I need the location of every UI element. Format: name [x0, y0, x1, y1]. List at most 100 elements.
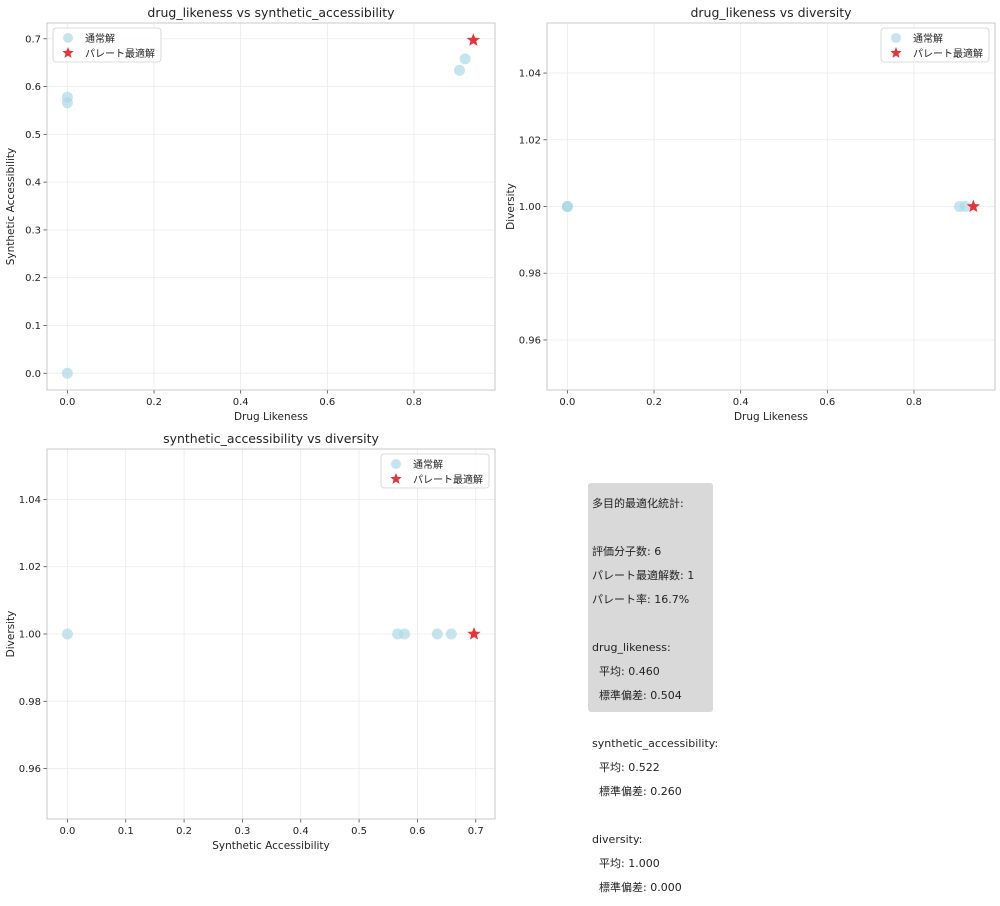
stats-line-synthetic-accessibility-std: 標準偏差: 0.260: [592, 785, 682, 798]
normal-point: [431, 628, 443, 640]
stats-line-drug-likeness-mean: 平均: 0.460: [592, 665, 660, 678]
stats-spacer: [592, 714, 709, 726]
y-tick-label: 0.3: [25, 225, 41, 236]
legend-star-marker: [62, 47, 74, 58]
x-tick-label: 0.6: [819, 397, 835, 408]
stats-spacer: [592, 618, 709, 630]
y-tick-label: 1.02: [519, 135, 541, 146]
x-tick-label: 0.2: [146, 397, 162, 408]
stats-line-synthetic-accessibility: synthetic_accessibility:: [592, 737, 719, 750]
normal-point: [61, 367, 73, 379]
y-tick-label: 0.96: [519, 335, 541, 346]
y-tick-label: 1.04: [19, 495, 41, 506]
chart-1: 0.0 0.2 0.4 0.6 0.8 0.0 0.1 0.2 0.3 0.4 0.5 0.6 0.7 d…: [5, 5, 496, 423]
normal-point: [445, 628, 457, 640]
x-tick-label: 0.4: [733, 397, 749, 408]
y-tick-label: 0.0: [25, 369, 41, 380]
x-tick-label: 0.2: [646, 397, 662, 408]
x-tick-label: 0.6: [409, 826, 425, 837]
y-tick-label: 0.98: [519, 269, 541, 280]
normal-point: [61, 628, 73, 640]
x-tick-label: 0.5: [351, 826, 367, 837]
x-tick-label: 0.8: [406, 397, 422, 408]
x-tick-label: 0.0: [59, 397, 75, 408]
y-tick-label: 1.00: [19, 630, 41, 641]
stats-line-drug-likeness-std: 標準偏差: 0.504: [592, 689, 682, 702]
stats-spacer: [592, 522, 709, 534]
stats-line-synthetic-accessibility-mean: 平均: 0.522: [592, 761, 660, 774]
legend-circle-marker: [891, 33, 901, 43]
legend-label: パレート最適解: [913, 47, 983, 60]
pareto-point: [966, 199, 980, 213]
y-tick-label: 0.98: [19, 697, 41, 708]
y-tick-label: 1.02: [19, 562, 41, 573]
normal-point: [959, 201, 971, 212]
x-tick-label: 0.0: [59, 826, 75, 837]
x-tick-label: 0.8: [906, 397, 922, 408]
x-tick-label: 0.4: [293, 826, 309, 837]
stats-title: 多目的最適化統計:: [592, 497, 684, 510]
x-axis-label: Synthetic Accessibility: [212, 840, 330, 852]
normal-point: [561, 201, 573, 212]
stats-line-diversity: diversity:: [592, 833, 643, 846]
chart-title: drug_likeness vs synthetic_accessibility: [147, 5, 395, 20]
y-tick-label: 0.1: [25, 321, 41, 332]
legend-star-marker: [390, 473, 402, 484]
y-tick-label: 0.6: [25, 82, 41, 93]
x-tick-label: 0.1: [118, 826, 134, 837]
normal-point: [453, 64, 465, 76]
y-tick-label: 0.4: [25, 178, 41, 189]
stats-line-diversity-std: 標準偏差: 0.000: [592, 881, 682, 894]
y-axis-label: Diversity: [5, 611, 17, 658]
legend-box: [880, 27, 990, 63]
legend-circle-marker: [391, 459, 401, 469]
y-tick-label: 0.2: [25, 273, 41, 284]
legend-label: 通常解: [413, 458, 443, 471]
x-tick-label: 0.3: [234, 826, 250, 837]
normal-point: [61, 91, 73, 103]
x-tick-label: 0.2: [176, 826, 192, 837]
plot-area: [47, 23, 495, 390]
stats-line-diversity-mean: 平均: 1.000: [592, 857, 660, 870]
legend-label: 通常解: [913, 32, 943, 45]
x-tick-label: 0.0: [559, 397, 575, 408]
plot-frame: [46, 22, 496, 391]
legend-circle-marker: [63, 33, 73, 43]
stats-line-drug-likeness: drug_likeness:: [592, 641, 671, 654]
plot-frame: [46, 448, 496, 820]
figure-canvas: 0.0 0.2 0.4 0.6 0.8 0.0 0.1 0.2 0.3 0.4 0.5 0.6 0.7 d…: [5, 5, 996, 852]
y-axis-label: Diversity: [505, 183, 517, 230]
y-tick-label: 0.5: [25, 130, 41, 141]
chart-2: 0.0 0.2 0.4 0.6 0.8 0.96 0.98 1.00 1.02 1.04 drug_…: [505, 5, 996, 423]
y-tick-label: 0.7: [25, 34, 41, 45]
stats-line-molecule-count: 評価分子数: 6: [592, 545, 662, 558]
legend-label: パレート最適解: [85, 47, 155, 60]
legend-label: 通常解: [85, 32, 115, 45]
x-tick-label: 0.6: [319, 397, 335, 408]
y-tick-label: 0.96: [19, 764, 41, 775]
x-axis-label: Drug Likeness: [734, 411, 808, 423]
y-axis-label: Synthetic Accessibility: [5, 148, 17, 266]
plot-frame: [546, 22, 996, 391]
normal-point: [399, 628, 411, 640]
y-tick-label: 1.04: [519, 69, 541, 80]
pareto-point: [467, 627, 481, 640]
chart-3: 0.0 0.1 0.2 0.3 0.4 0.5 0.6 0.7 0.96 0.98 1.00 1.02…: [5, 431, 496, 852]
normal-point: [459, 53, 471, 65]
chart-title: synthetic_accessibility vs diversity: [163, 431, 379, 446]
stats-line-pareto-rate: パレート率: 16.7%: [592, 593, 690, 606]
y-tick-label: 1.00: [519, 202, 541, 213]
stats-box: 多目的最適化統計: 評価分子数: 6 パレート最適解数: 1 パレート率: 16…: [588, 483, 718, 894]
legend-label: パレート最適解: [413, 473, 483, 486]
stats-line-pareto-count: パレート最適解数: 1: [592, 569, 695, 582]
chart-title: drug_likeness vs diversity: [690, 5, 852, 20]
x-axis-label: Drug Likeness: [234, 411, 308, 423]
x-tick-label: 0.4: [233, 397, 249, 408]
legend-star-marker: [890, 47, 902, 58]
x-tick-label: 0.7: [468, 826, 484, 837]
legend-box: [52, 27, 162, 63]
legend-box: [380, 453, 490, 489]
